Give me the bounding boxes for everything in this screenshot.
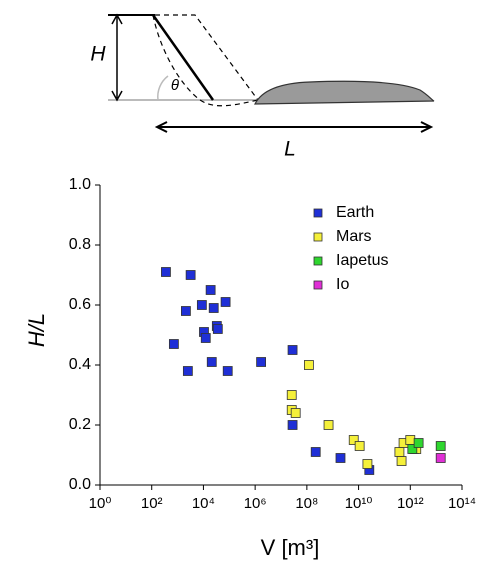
point xyxy=(354,441,365,451)
point xyxy=(205,285,216,295)
point xyxy=(168,339,179,349)
point xyxy=(181,306,191,316)
legend-label: Iapetus xyxy=(336,252,388,269)
legend-swatch xyxy=(313,232,323,242)
point xyxy=(185,270,196,280)
point xyxy=(323,420,334,430)
y-tick-label: 1.0 xyxy=(69,176,91,193)
point xyxy=(396,456,407,466)
point xyxy=(348,435,359,445)
point xyxy=(435,441,446,451)
legend-label: Mars xyxy=(336,228,372,245)
point xyxy=(287,345,298,355)
x-tick-label: 10⁰ xyxy=(89,495,112,512)
point xyxy=(206,357,217,367)
point xyxy=(394,447,405,457)
point xyxy=(405,435,416,445)
y-tick-label: 0.6 xyxy=(69,296,91,313)
y-tick-label: 0.0 xyxy=(69,476,91,493)
x-axis-label: V [m³] xyxy=(261,535,320,560)
point xyxy=(304,360,314,370)
point xyxy=(161,267,171,277)
diagram: H θ L xyxy=(90,13,435,161)
x-tick-label: 10¹⁰ xyxy=(345,495,373,512)
point xyxy=(222,366,233,376)
point xyxy=(182,366,193,376)
point xyxy=(208,303,219,313)
legend-swatch xyxy=(313,256,323,266)
point xyxy=(286,390,297,400)
y-tick-label: 0.4 xyxy=(69,356,91,373)
point xyxy=(362,459,373,469)
legend-swatch xyxy=(313,208,323,218)
point xyxy=(290,408,301,418)
deposit xyxy=(254,80,435,105)
x-tick-label: 10² xyxy=(141,495,163,512)
height-label: H xyxy=(90,43,106,66)
angle-label: θ xyxy=(171,77,179,94)
point xyxy=(407,444,418,454)
point xyxy=(310,447,321,457)
point xyxy=(256,357,267,367)
x-tick-label: 10⁶ xyxy=(244,495,267,512)
x-tick-label: 10¹² xyxy=(397,495,424,512)
point xyxy=(200,333,211,343)
arrow-heads xyxy=(111,13,123,102)
x-tick-label: 10⁸ xyxy=(295,495,318,512)
x-tick-label: 10¹⁴ xyxy=(448,495,476,512)
point xyxy=(220,297,231,307)
y-tick-label: 0.2 xyxy=(69,416,91,433)
length-label: L xyxy=(284,138,296,161)
y-tick-label: 0.8 xyxy=(69,236,91,253)
point xyxy=(435,453,446,463)
point xyxy=(287,420,298,430)
legend-label: Io xyxy=(336,276,349,293)
arrow-heads xyxy=(154,121,434,133)
angle-arc xyxy=(157,75,169,101)
legend-label: Earth xyxy=(336,204,374,221)
point xyxy=(196,300,207,310)
slope xyxy=(151,14,215,101)
failure-outline xyxy=(152,14,259,107)
chart: V [m³] H/L 0.0 0.2 0.4 0.6 0.8 1.0 10⁰ 10² 10⁴ 10… xyxy=(24,176,476,560)
legend-swatch xyxy=(313,280,323,290)
y-axis-label: H/L xyxy=(24,313,49,347)
x-tick-label: 10⁴ xyxy=(192,495,215,512)
point xyxy=(413,438,424,448)
point xyxy=(212,324,223,334)
point xyxy=(335,453,346,463)
